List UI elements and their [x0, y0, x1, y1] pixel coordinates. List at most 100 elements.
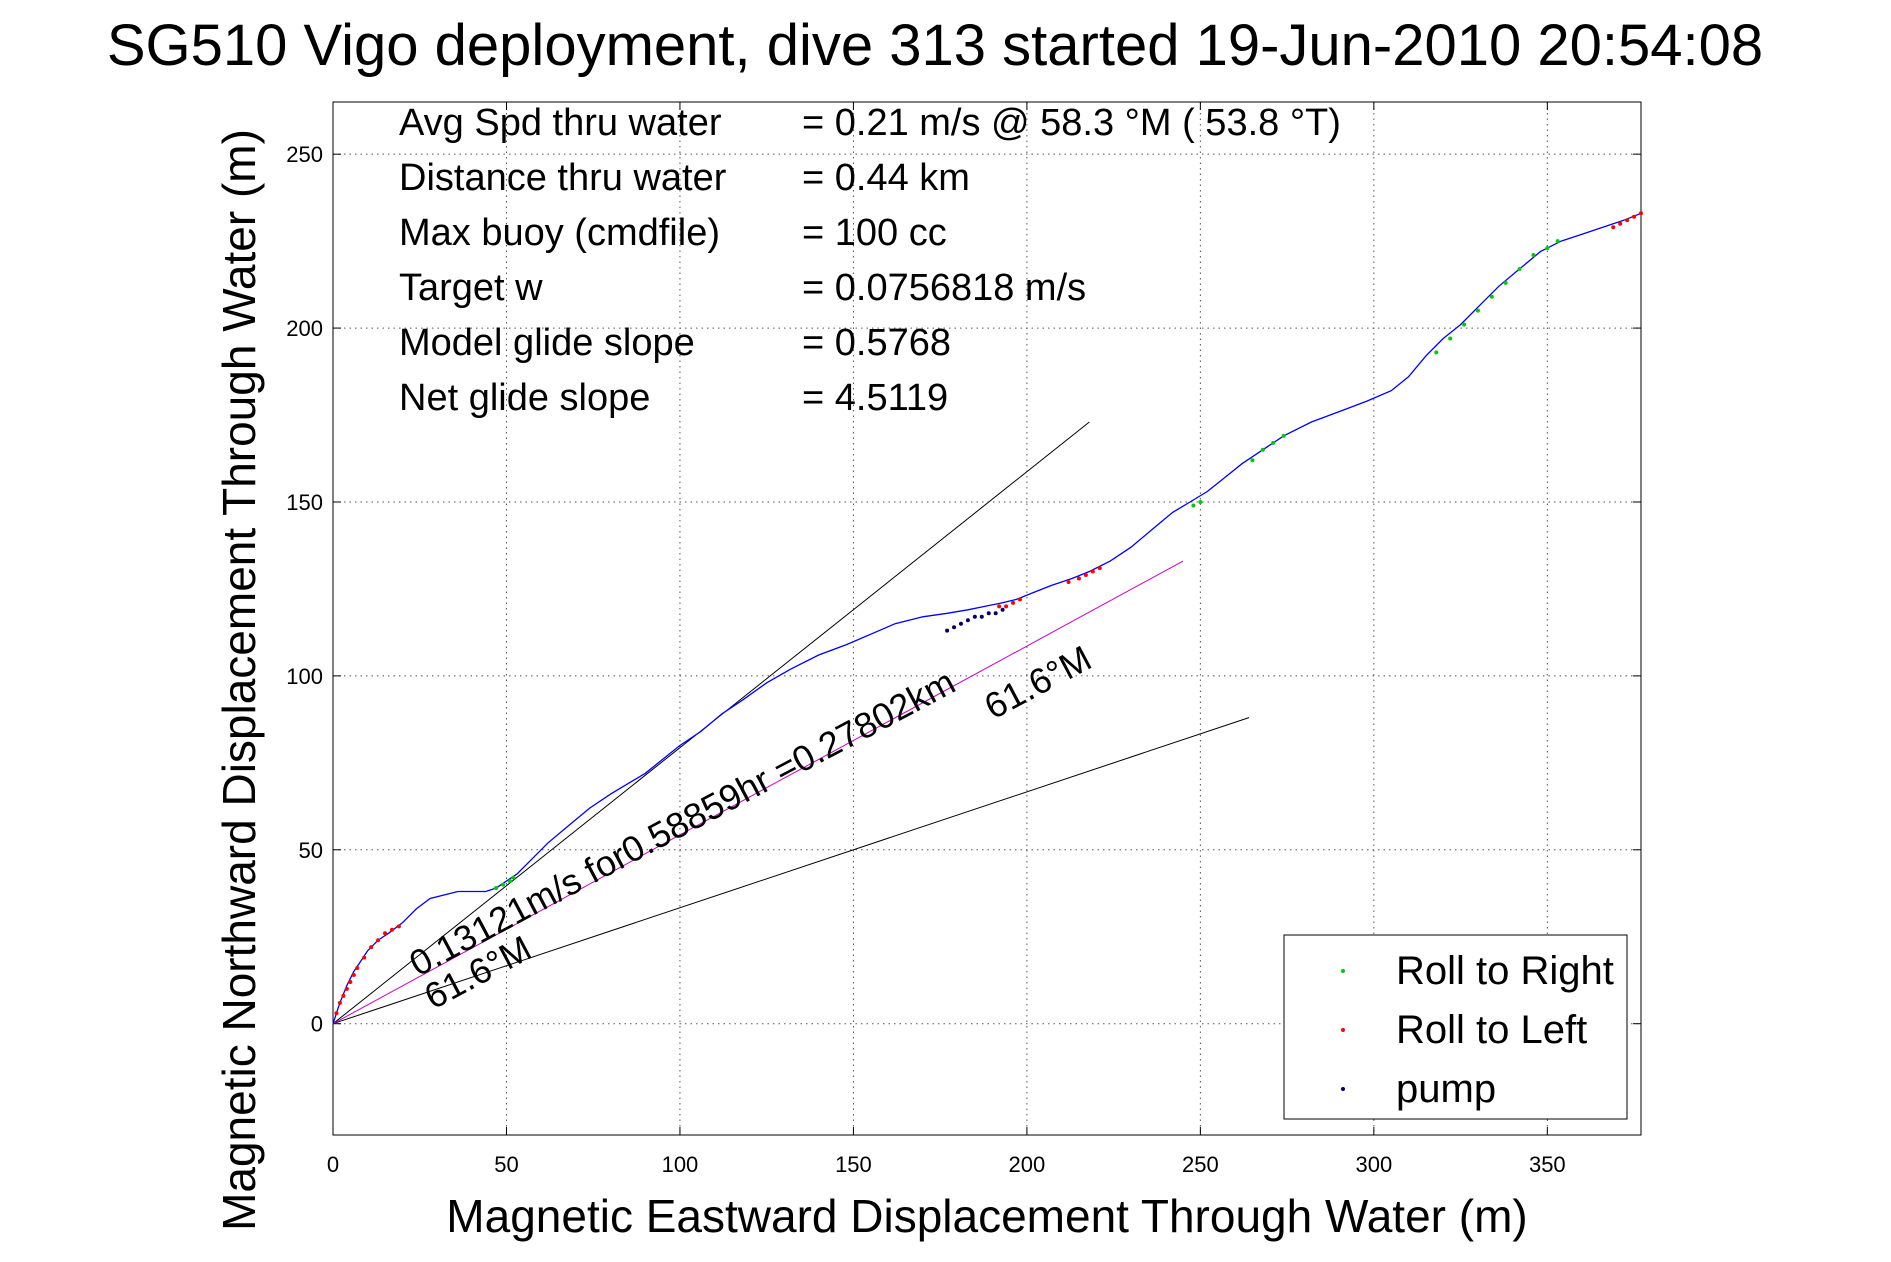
track-series	[332, 212, 1642, 1024]
roll-left-marker	[1090, 569, 1095, 574]
x-tick-label: 50	[494, 1152, 518, 1177]
roll-right-marker	[1555, 239, 1560, 244]
info-value: = 0.5768	[802, 322, 951, 364]
roll-left-marker	[1625, 218, 1630, 223]
roll-left-marker	[344, 986, 349, 991]
roll-right-marker	[1434, 350, 1439, 355]
reference-line-net-heading	[332, 560, 1184, 1025]
legend-marker	[1341, 1028, 1345, 1032]
y-axis-label: Magnetic Northward Displacement Through …	[213, 129, 265, 1231]
chart-title: SG510 Vigo deployment, dive 313 started …	[107, 13, 1763, 78]
roll-left-marker	[376, 938, 381, 943]
reference-line-glide-envelope-lower	[332, 717, 1250, 1025]
roll-right-marker	[507, 879, 512, 884]
roll-left-marker	[369, 945, 374, 950]
roll-left-marker	[348, 979, 353, 984]
roll-left-marker	[1017, 597, 1022, 602]
info-value: = 100 cc	[802, 212, 947, 254]
roll-right-marker	[494, 886, 499, 891]
roll-left-marker	[997, 604, 1002, 609]
roll-left-marker	[351, 973, 356, 978]
y-tick-label: 250	[286, 142, 323, 167]
roll-left-marker	[383, 931, 388, 936]
roll-right-marker	[1250, 458, 1255, 463]
roll-right-marker	[1489, 294, 1494, 299]
roll-left-marker	[1076, 576, 1081, 581]
roll-left-marker	[362, 955, 367, 960]
pump-marker	[1000, 607, 1005, 612]
roll-right-marker	[1271, 440, 1276, 445]
legend-label: Roll to Left	[1396, 1008, 1587, 1052]
legend-label: pump	[1396, 1067, 1496, 1111]
pump-marker	[986, 611, 991, 616]
roll-left-marker	[341, 993, 346, 998]
roll-left-marker	[1004, 604, 1009, 609]
x-tick-label: 150	[835, 1152, 872, 1177]
roll-right-marker	[1503, 280, 1508, 285]
x-tick-label: 200	[1009, 1152, 1046, 1177]
y-tick-label: 200	[286, 316, 323, 341]
x-tick-label: 0	[327, 1152, 339, 1177]
legend-label: Roll to Right	[1396, 949, 1614, 993]
y-tick-label: 0	[311, 1012, 323, 1037]
roll-left-marker	[1611, 225, 1616, 230]
info-value: = 4.5119	[802, 377, 948, 419]
marker-series	[334, 211, 1643, 1016]
roll-left-marker	[396, 924, 401, 929]
roll-left-marker	[1011, 600, 1016, 605]
info-label: Max buoy (cmdfile)	[399, 212, 720, 254]
roll-right-marker	[501, 882, 506, 887]
y-tick-label: 50	[299, 838, 323, 863]
roll-right-marker	[1260, 447, 1265, 452]
roll-right-marker	[1191, 503, 1196, 508]
roll-right-marker	[1517, 266, 1522, 271]
plot-area: 0 50 100 150 200 250 300 350 0 50 100 150 200 250 Avg…	[286, 101, 1643, 1177]
x-tick-label: 350	[1529, 1152, 1566, 1177]
roll-right-marker	[1448, 336, 1453, 341]
roll-left-marker	[1618, 221, 1623, 226]
track-line	[332, 212, 1642, 1024]
ticks: 0 50 100 150 200 250 300 350 0 50 100 150 200 250	[286, 102, 1641, 1177]
roll-right-marker	[1462, 322, 1467, 327]
info-value: = 0.0756818 m/s	[802, 267, 1086, 309]
legend-marker	[1341, 969, 1345, 973]
pump-marker	[993, 611, 998, 616]
info-label: Target w	[399, 267, 543, 309]
x-tick-label: 300	[1355, 1152, 1392, 1177]
roll-left-marker	[389, 927, 394, 932]
x-axis-label: Magnetic Eastward Displacement Through W…	[446, 1190, 1527, 1242]
info-value: = 0.21 m/s @ 58.3 °M ( 53.8 °T)	[802, 102, 1341, 144]
pump-marker	[965, 618, 970, 623]
roll-right-marker	[1198, 499, 1203, 504]
roll-left-marker	[1083, 573, 1088, 578]
x-tick-label: 250	[1182, 1152, 1219, 1177]
y-tick-label: 100	[286, 664, 323, 689]
legend: Roll to Right Roll to Left pump	[1283, 934, 1628, 1120]
roll-left-marker	[1632, 214, 1637, 219]
roll-right-marker	[1545, 246, 1550, 251]
roll-left-marker	[1066, 579, 1071, 584]
roll-left-marker	[334, 1011, 339, 1016]
roll-right-marker	[1475, 308, 1480, 313]
info-label: Avg Spd thru water	[399, 102, 722, 144]
pump-marker	[945, 628, 950, 633]
legend-marker	[1341, 1087, 1345, 1091]
roll-left-marker	[337, 1000, 342, 1005]
roll-right-marker	[1531, 253, 1536, 258]
pump-marker	[972, 614, 977, 619]
info-value: = 0.44 km	[802, 157, 970, 199]
roll-right-marker	[1281, 433, 1286, 438]
x-tick-label: 100	[662, 1152, 699, 1177]
pump-marker	[952, 625, 957, 630]
y-tick-label: 150	[286, 490, 323, 515]
roll-left-marker	[355, 966, 360, 971]
roll-right-marker	[511, 875, 516, 880]
info-panel: Avg Spd thru water = 0.21 m/s @ 58.3 °M (…	[399, 102, 1341, 419]
pump-marker	[958, 621, 963, 626]
pump-marker	[979, 614, 984, 619]
roll-left-marker	[1097, 566, 1102, 571]
roll-left-marker	[1639, 211, 1643, 216]
info-label: Model glide slope	[399, 322, 695, 364]
info-label: Distance thru water	[399, 157, 727, 199]
